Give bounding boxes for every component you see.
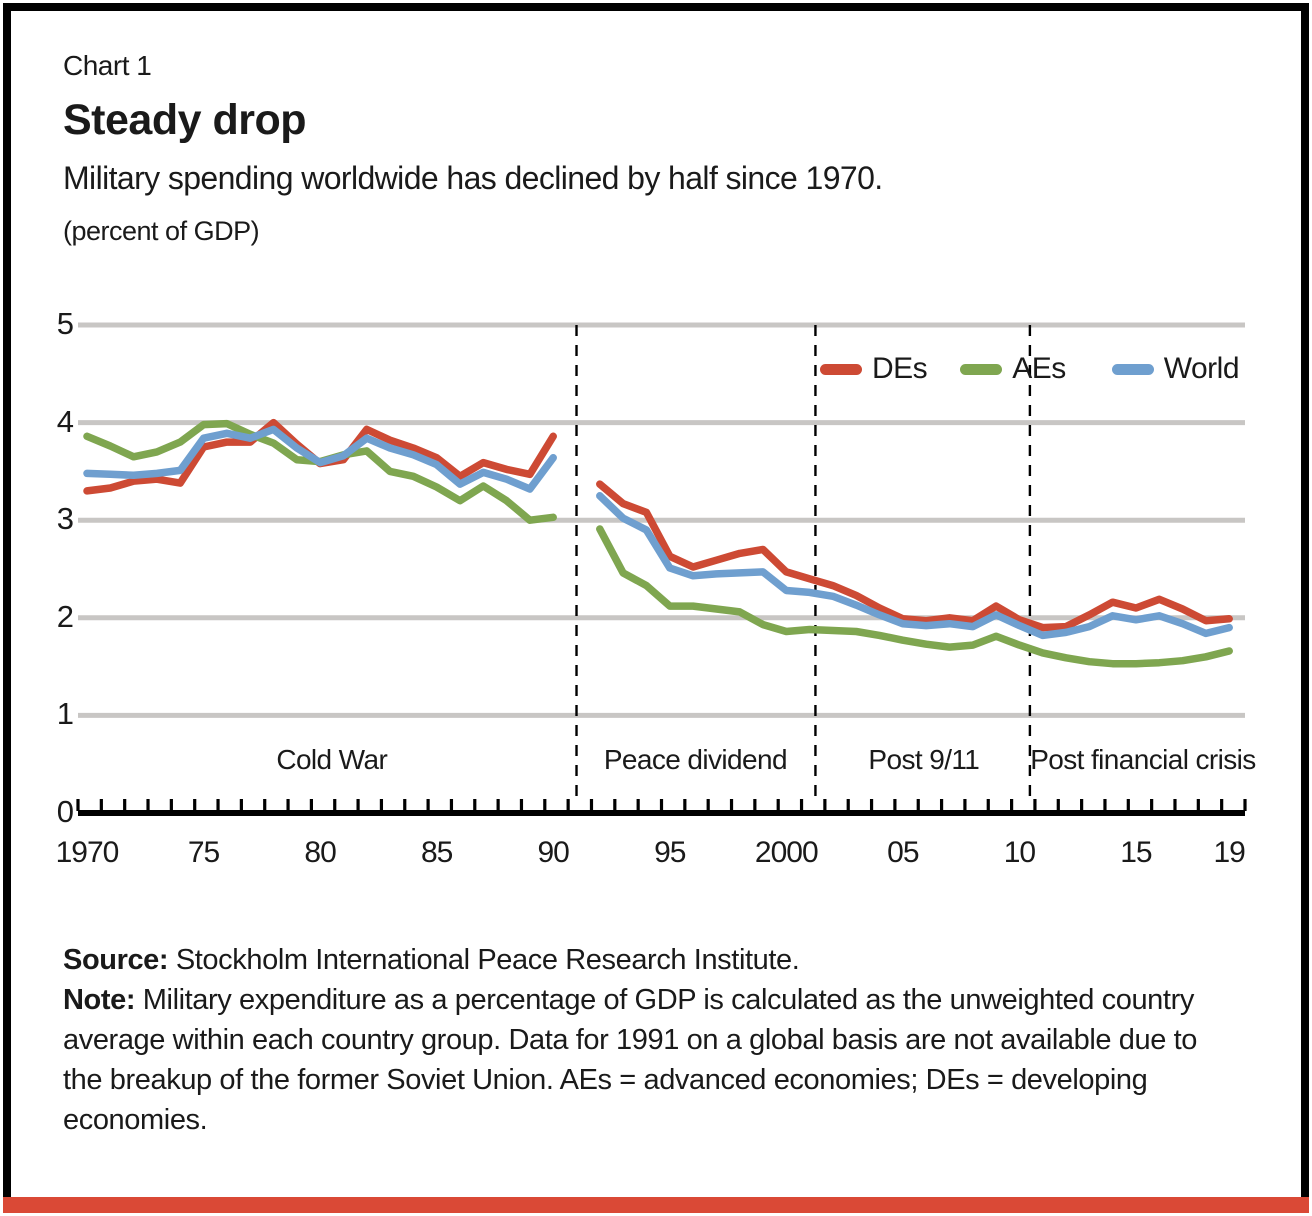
source-text: Stockholm International Peace Research I… xyxy=(168,944,800,976)
x-axis-label: 10 xyxy=(1003,836,1036,869)
note-line: Note: Military expenditure as a percenta… xyxy=(63,980,1218,1140)
page-frame xyxy=(3,3,1309,1197)
x-axis-label: 95 xyxy=(654,836,686,869)
era-label: Post 9/11 xyxy=(868,744,980,775)
legend-item-des: DEs xyxy=(820,352,928,386)
series-line-des xyxy=(596,480,1233,632)
x-axis-label: 19 xyxy=(1213,836,1246,869)
y-axis-label: 5 xyxy=(56,306,74,341)
y-axis-label: 3 xyxy=(56,501,74,537)
legend-swatch-icon xyxy=(1111,363,1154,375)
legend-label: World xyxy=(1163,352,1240,385)
footer-notes: Source: Stockholm International Peace Re… xyxy=(63,940,1218,1140)
series-line-world xyxy=(596,492,1233,640)
legend-item-aes: AEs xyxy=(960,352,1066,386)
era-label: Peace dividend xyxy=(603,744,788,775)
era-label: Post financial crisis xyxy=(1030,744,1256,775)
note-label: Note: xyxy=(63,984,136,1016)
legend-label: DEs xyxy=(872,352,928,385)
bottom-accent-bar xyxy=(3,1197,1309,1213)
era-label: Cold War xyxy=(276,744,388,775)
note-text: Military expenditure as a percentage of … xyxy=(63,984,1198,1136)
legend-item-world: World xyxy=(1099,352,1240,386)
x-axis-label: 05 xyxy=(887,836,919,869)
chart-kicker: Chart 1 xyxy=(63,50,152,81)
x-axis-label: 15 xyxy=(1120,836,1152,869)
chart-title: Steady drop xyxy=(63,96,307,144)
legend-label: AEs xyxy=(1012,352,1066,385)
chart-unit-label: (percent of GDP) xyxy=(63,216,260,246)
series-line-aes xyxy=(596,525,1233,668)
series-line-world xyxy=(83,425,557,493)
x-axis-label: 90 xyxy=(537,836,570,869)
series-line-des xyxy=(83,418,557,495)
x-axis-label: 75 xyxy=(187,836,220,869)
x-axis-label: 85 xyxy=(420,836,453,869)
y-axis-label: 0 xyxy=(56,794,74,829)
source-line: Source: Stockholm International Peace Re… xyxy=(63,940,1218,980)
x-axis-label: 1970 xyxy=(55,836,120,869)
x-axis-label: 80 xyxy=(304,836,336,869)
legend-swatch-icon xyxy=(960,363,1003,375)
y-axis-label: 2 xyxy=(56,598,74,634)
y-axis-label: 1 xyxy=(56,696,74,732)
y-axis-label: 4 xyxy=(56,403,74,439)
chart-legend: DEs AEs World xyxy=(820,352,1240,386)
legend-swatch-icon xyxy=(820,363,862,375)
source-label: Source: xyxy=(63,944,169,976)
x-axis-label: 2000 xyxy=(754,836,819,869)
chart-subtitle: Military spending worldwide has declined… xyxy=(63,160,883,196)
